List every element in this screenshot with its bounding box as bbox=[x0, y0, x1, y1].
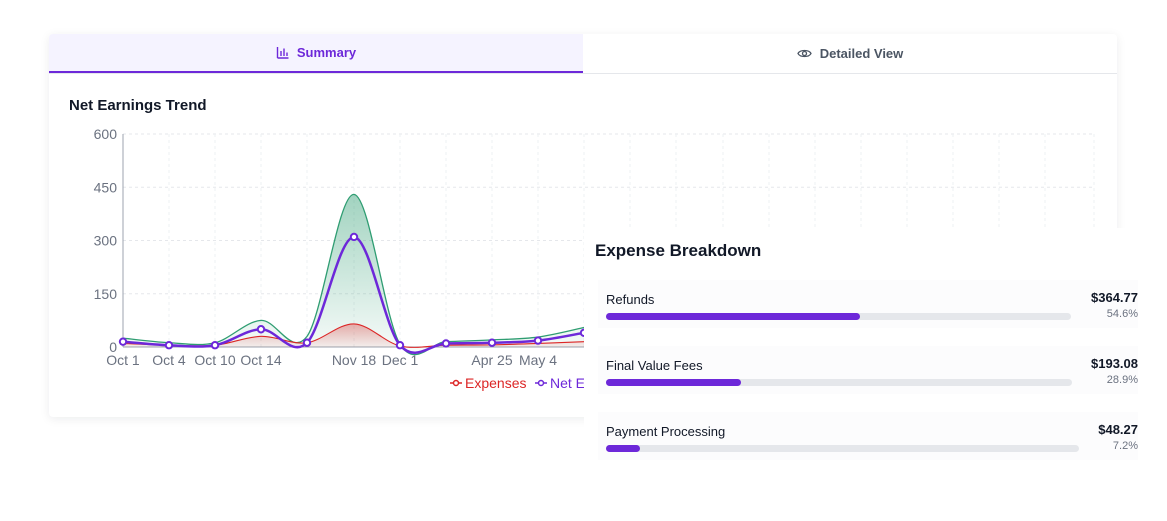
breakdown-item-percent: 28.9% bbox=[1106, 374, 1138, 386]
breakdown-item-amount: $364.77 bbox=[1091, 290, 1138, 305]
breakdown-item-percent: 54.6% bbox=[1106, 308, 1138, 320]
earnings-card: Summary Detailed View Net Earnings Trend… bbox=[49, 34, 1117, 417]
tab-bar: Summary Detailed View bbox=[49, 34, 1117, 74]
breakdown-progress-fill bbox=[606, 379, 741, 386]
y-tick-label: 600 bbox=[94, 126, 118, 142]
legend-marker bbox=[537, 379, 545, 387]
legend-label: Net E bbox=[550, 375, 585, 391]
bar-chart-icon bbox=[276, 46, 289, 59]
x-tick-label: Dec 1 bbox=[382, 352, 419, 368]
net-earnings-point bbox=[349, 232, 359, 242]
breakdown-item-percent: 7.2% bbox=[1112, 440, 1138, 452]
chart-title: Net Earnings Trend bbox=[69, 97, 207, 114]
breakdown-progress-track bbox=[606, 379, 1072, 386]
tab-detailed-view-label: Detailed View bbox=[819, 46, 904, 61]
breakdown-row-final-value-fees[interactable]: Final Value Fees $193.08 28.9% bbox=[598, 346, 1138, 394]
breakdown-row-refunds[interactable]: Refunds $364.77 54.6% bbox=[598, 280, 1138, 328]
net-earnings-point bbox=[395, 341, 405, 350]
x-tick-label: Oct 4 bbox=[152, 352, 186, 368]
net-earnings-point bbox=[210, 341, 220, 350]
tab-summary-label: Summary bbox=[296, 45, 357, 60]
x-tick-label: Oct 14 bbox=[240, 352, 281, 368]
x-tick-label: Apr 25 bbox=[471, 352, 512, 368]
x-tick-label: May 4 bbox=[519, 352, 557, 368]
net-earnings-point bbox=[533, 336, 543, 345]
eye-icon bbox=[796, 47, 812, 60]
breakdown-row-payment-processing[interactable]: Payment Processing $48.27 7.2% bbox=[598, 412, 1138, 460]
breakdown-progress-track bbox=[606, 445, 1079, 452]
net-earnings-chart: 0 150 300 450 600 Oct 1 Oct 4 Oct 10 Oct 14 Nov 1… bbox=[94, 126, 1095, 391]
net-earnings-point bbox=[487, 338, 497, 347]
breakdown-item-name: Refunds bbox=[606, 292, 655, 307]
breakdown-progress-track bbox=[606, 313, 1071, 320]
x-tick-label: Nov 18 bbox=[332, 352, 377, 368]
net-earnings-point bbox=[118, 337, 128, 346]
y-tick-label: 450 bbox=[94, 179, 118, 195]
legend-label: Expenses bbox=[465, 375, 526, 391]
breakdown-title: Expense Breakdown bbox=[595, 241, 762, 260]
net-earnings-point bbox=[256, 325, 266, 334]
breakdown-item-amount: $48.27 bbox=[1098, 422, 1138, 437]
x-tick-label: Oct 10 bbox=[194, 352, 235, 368]
expense-breakdown-panel: Expense Breakdown Refunds $364.77 54.6% … bbox=[584, 228, 1167, 521]
tab-summary[interactable]: Summary bbox=[49, 34, 583, 73]
y-tick-label: 300 bbox=[94, 233, 118, 249]
y-tick-label: 150 bbox=[94, 286, 118, 302]
legend-marker bbox=[452, 379, 460, 387]
series-area-expenses bbox=[123, 323, 584, 348]
y-tick-label: 0 bbox=[109, 339, 117, 355]
breakdown-item-name: Final Value Fees bbox=[606, 358, 703, 373]
x-tick-label: Oct 1 bbox=[106, 352, 140, 368]
breakdown-item-amount: $193.08 bbox=[1091, 356, 1138, 371]
net-earnings-point bbox=[441, 339, 451, 348]
breakdown-item-name: Payment Processing bbox=[606, 424, 726, 439]
breakdown-progress-fill bbox=[606, 313, 860, 320]
breakdown-progress-fill bbox=[606, 445, 641, 452]
tab-detailed-view[interactable]: Detailed View bbox=[583, 34, 1117, 73]
net-earnings-point bbox=[164, 341, 174, 350]
net-earnings-point bbox=[302, 338, 312, 347]
series-area-revenue bbox=[123, 194, 584, 355]
